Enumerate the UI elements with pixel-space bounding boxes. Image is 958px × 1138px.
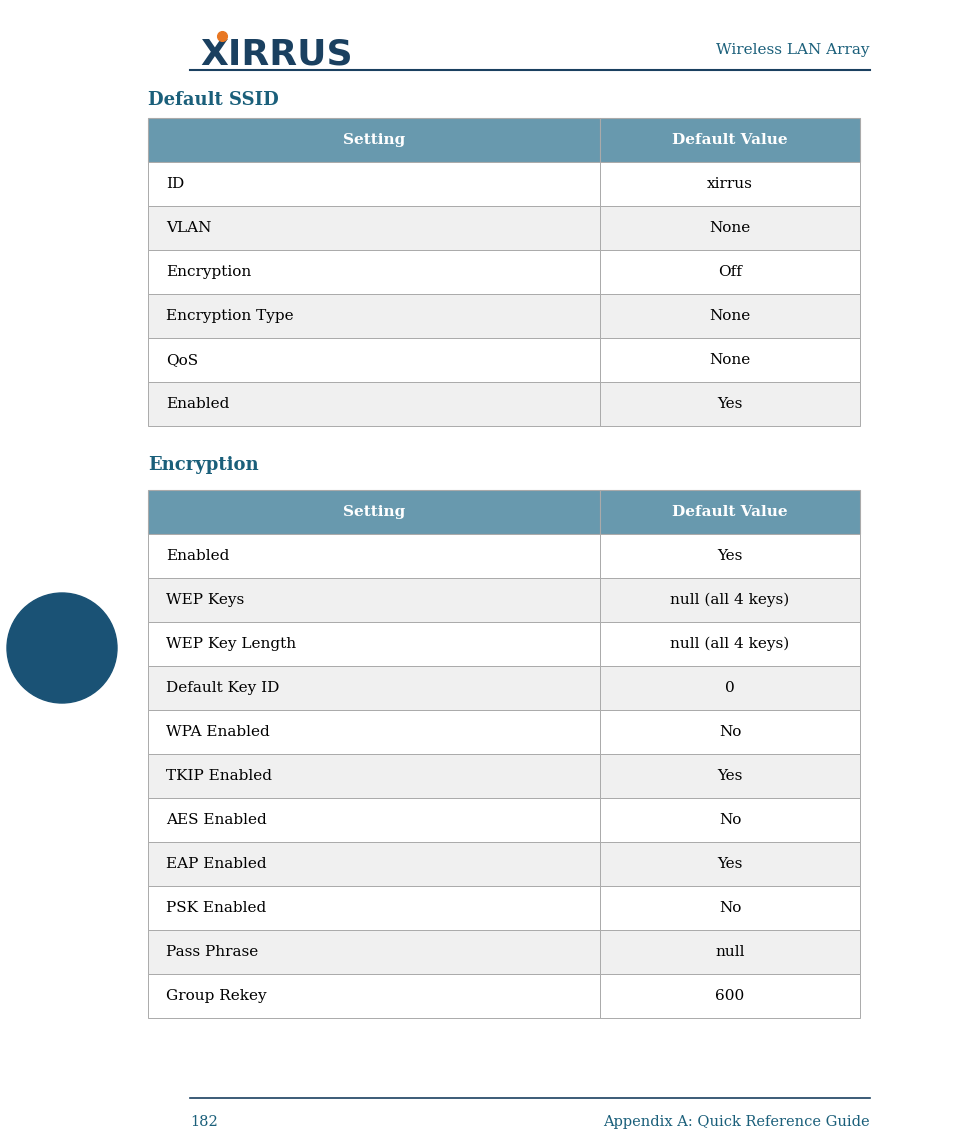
Bar xyxy=(600,382,860,426)
Text: No: No xyxy=(718,813,741,827)
Text: Default Value: Default Value xyxy=(673,133,787,147)
Circle shape xyxy=(7,593,117,703)
Text: Yes: Yes xyxy=(718,549,742,563)
Text: None: None xyxy=(710,353,751,366)
Bar xyxy=(148,382,600,426)
Text: Yes: Yes xyxy=(718,857,742,871)
Text: Default Key ID: Default Key ID xyxy=(166,681,280,695)
Text: XIRRUS: XIRRUS xyxy=(200,38,353,71)
Bar xyxy=(148,930,600,974)
Text: Encryption Type: Encryption Type xyxy=(166,310,293,323)
Bar xyxy=(148,294,600,338)
Bar xyxy=(148,162,600,206)
Text: Setting: Setting xyxy=(343,133,405,147)
Text: 182: 182 xyxy=(190,1115,217,1129)
Text: None: None xyxy=(710,221,751,236)
Text: Encryption: Encryption xyxy=(166,265,251,279)
Bar xyxy=(600,206,860,250)
Bar xyxy=(148,798,600,842)
Text: xirrus: xirrus xyxy=(707,178,753,191)
Text: Enabled: Enabled xyxy=(166,549,229,563)
Bar xyxy=(148,534,600,578)
Text: Default SSID: Default SSID xyxy=(148,91,279,109)
Text: null (all 4 keys): null (all 4 keys) xyxy=(671,593,789,608)
Bar xyxy=(600,338,860,382)
Text: Pass Phrase: Pass Phrase xyxy=(166,945,259,959)
Text: QoS: QoS xyxy=(166,353,198,366)
Bar xyxy=(600,534,860,578)
Bar xyxy=(600,798,860,842)
Text: No: No xyxy=(718,725,741,739)
Text: Enabled: Enabled xyxy=(166,397,229,411)
Bar xyxy=(148,338,600,382)
Bar xyxy=(148,710,600,754)
Bar xyxy=(148,842,600,887)
Bar xyxy=(148,578,600,622)
Text: 600: 600 xyxy=(716,989,744,1003)
Text: WEP Keys: WEP Keys xyxy=(166,593,244,607)
Bar xyxy=(148,887,600,930)
Text: 0: 0 xyxy=(725,681,735,695)
Bar xyxy=(148,118,600,162)
Text: Off: Off xyxy=(718,265,742,279)
Text: Default Value: Default Value xyxy=(673,505,787,519)
Bar xyxy=(148,666,600,710)
Text: WPA Enabled: WPA Enabled xyxy=(166,725,270,739)
Bar xyxy=(600,622,860,666)
Text: Appendix A: Quick Reference Guide: Appendix A: Quick Reference Guide xyxy=(604,1115,870,1129)
Bar xyxy=(148,206,600,250)
Bar xyxy=(600,118,860,162)
Bar xyxy=(600,578,860,622)
Text: Setting: Setting xyxy=(343,505,405,519)
Text: Yes: Yes xyxy=(718,769,742,783)
Text: WEP Key Length: WEP Key Length xyxy=(166,637,296,651)
Bar xyxy=(600,887,860,930)
Text: TKIP Enabled: TKIP Enabled xyxy=(166,769,272,783)
Text: null: null xyxy=(716,945,744,959)
Bar xyxy=(148,622,600,666)
Text: AES Enabled: AES Enabled xyxy=(166,813,266,827)
Bar xyxy=(600,710,860,754)
Text: Yes: Yes xyxy=(718,397,742,411)
Bar xyxy=(600,754,860,798)
Bar xyxy=(148,974,600,1019)
Bar xyxy=(600,666,860,710)
Bar xyxy=(600,490,860,534)
Text: None: None xyxy=(710,310,751,323)
Bar xyxy=(148,250,600,294)
Text: VLAN: VLAN xyxy=(166,221,212,236)
Bar xyxy=(600,162,860,206)
Text: Encryption: Encryption xyxy=(148,456,259,475)
Text: PSK Enabled: PSK Enabled xyxy=(166,901,266,915)
Bar xyxy=(600,294,860,338)
Text: Group Rekey: Group Rekey xyxy=(166,989,266,1003)
Bar xyxy=(600,974,860,1019)
Bar xyxy=(148,754,600,798)
Text: EAP Enabled: EAP Enabled xyxy=(166,857,266,871)
Text: ID: ID xyxy=(166,178,184,191)
Text: null (all 4 keys): null (all 4 keys) xyxy=(671,637,789,651)
Text: No: No xyxy=(718,901,741,915)
Bar xyxy=(600,930,860,974)
Bar xyxy=(600,250,860,294)
Bar xyxy=(148,490,600,534)
Bar xyxy=(600,842,860,887)
Text: Wireless LAN Array: Wireless LAN Array xyxy=(717,43,870,57)
